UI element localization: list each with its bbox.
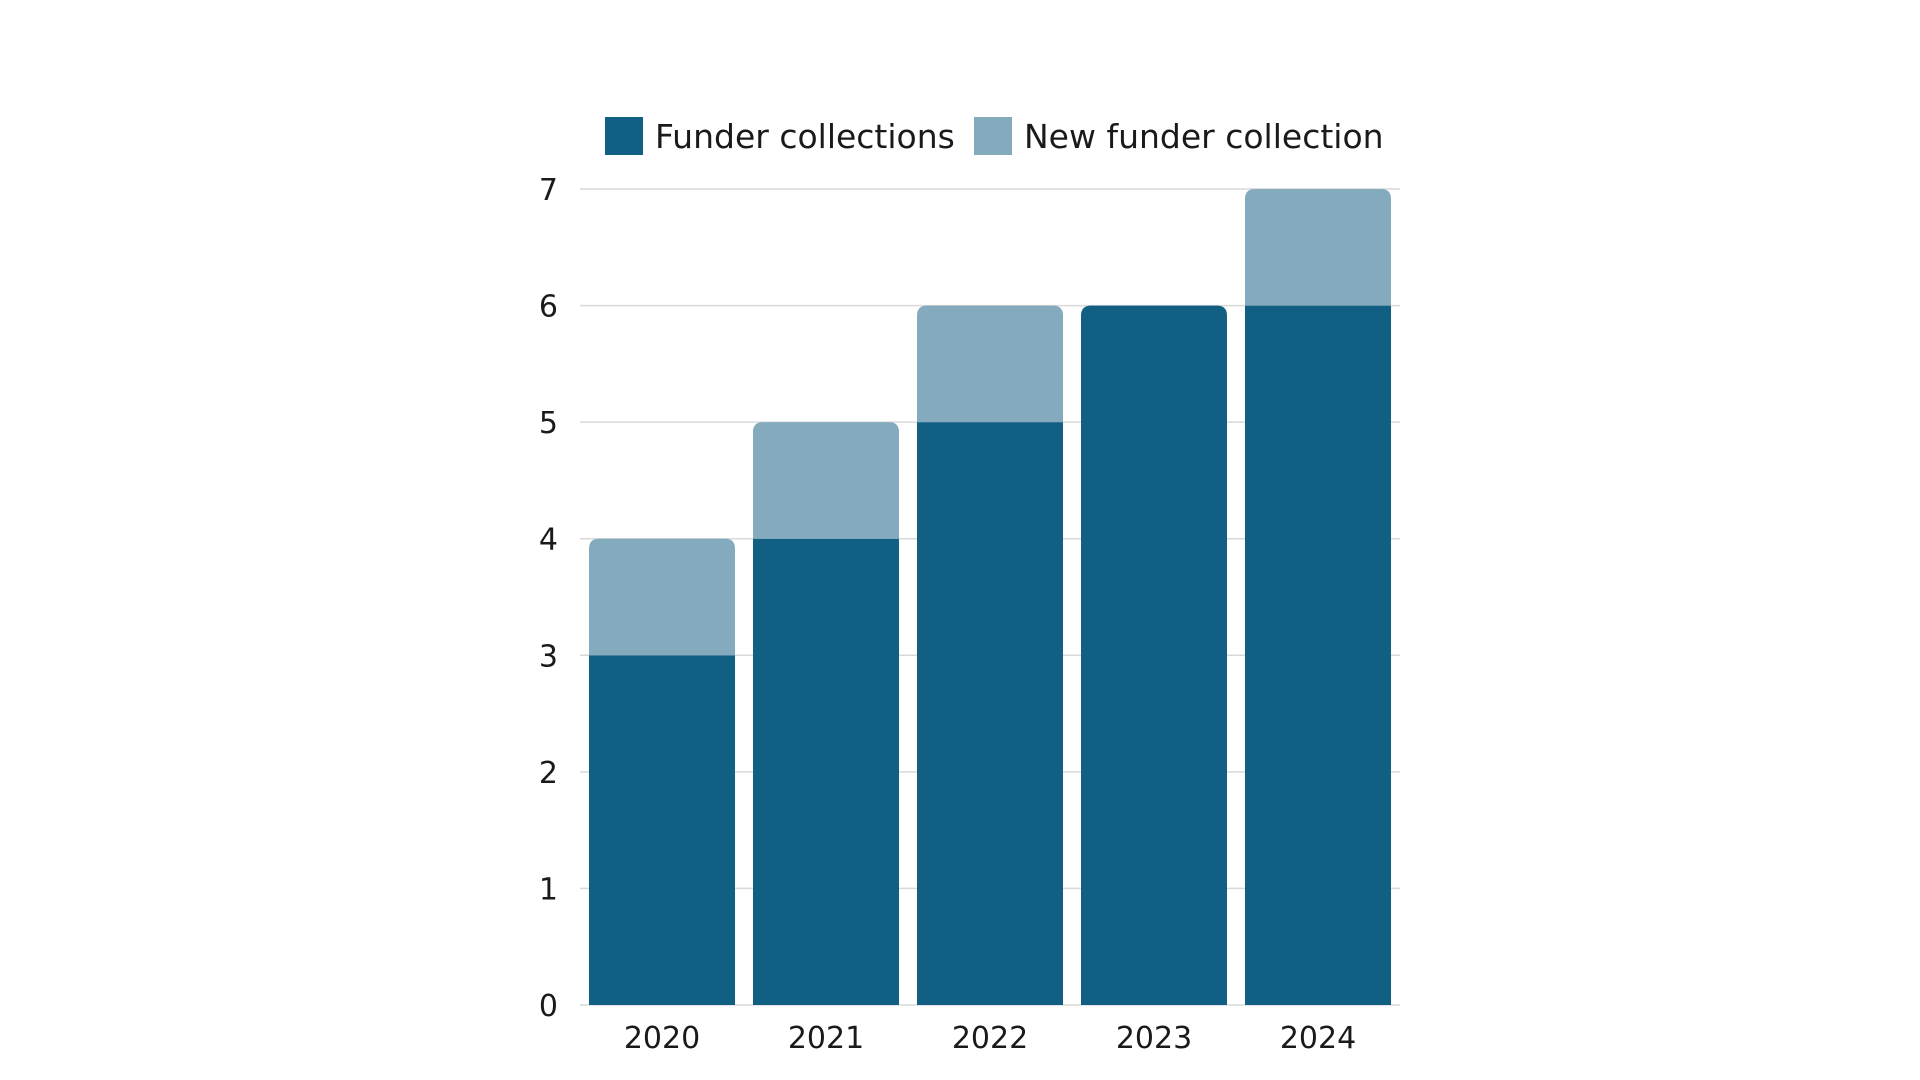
legend-swatch-new-funder-collection — [974, 117, 1012, 155]
legend: Funder collections New funder collection — [605, 117, 1384, 156]
bar-new-funder-collection-2021 — [753, 422, 899, 539]
bar-new-funder-collection-2024 — [1245, 189, 1391, 306]
bar-funder-collections-2020 — [589, 655, 735, 1005]
legend-label-new-funder-collection: New funder collection — [1024, 117, 1384, 156]
y-axis: 0 1 2 3 4 5 6 7 — [539, 173, 558, 1024]
bar-funder-collections-2024 — [1245, 305, 1391, 1006]
bar-new-funder-collection-2022 — [917, 305, 1063, 423]
y-tick-label: 4 — [539, 523, 558, 558]
x-tick-label-2024: 2024 — [1280, 1021, 1356, 1056]
x-tick-label-2020: 2020 — [624, 1021, 700, 1056]
y-tick-label: 7 — [539, 173, 558, 208]
y-tick-label: 3 — [539, 639, 558, 674]
y-tick-label: 0 — [539, 989, 558, 1024]
y-tick-label: 5 — [539, 406, 558, 441]
x-axis: 2020 2021 2022 2023 2024 — [624, 1021, 1356, 1056]
bars — [589, 189, 1391, 1006]
y-tick-label: 1 — [539, 872, 558, 907]
bar-funder-collections-2022 — [917, 422, 1063, 1006]
y-tick-label: 6 — [539, 290, 558, 325]
bar-funder-collections-2021 — [753, 538, 899, 1005]
x-tick-label-2021: 2021 — [788, 1021, 864, 1056]
x-tick-label-2022: 2022 — [952, 1021, 1028, 1056]
bar-funder-collections-2023 — [1081, 305, 1227, 1006]
bar-new-funder-collection-2020 — [589, 538, 735, 656]
y-tick-label: 2 — [539, 756, 558, 791]
x-tick-label-2023: 2023 — [1116, 1021, 1192, 1056]
legend-swatch-funder-collections — [605, 117, 643, 155]
legend-label-funder-collections: Funder collections — [655, 117, 955, 156]
